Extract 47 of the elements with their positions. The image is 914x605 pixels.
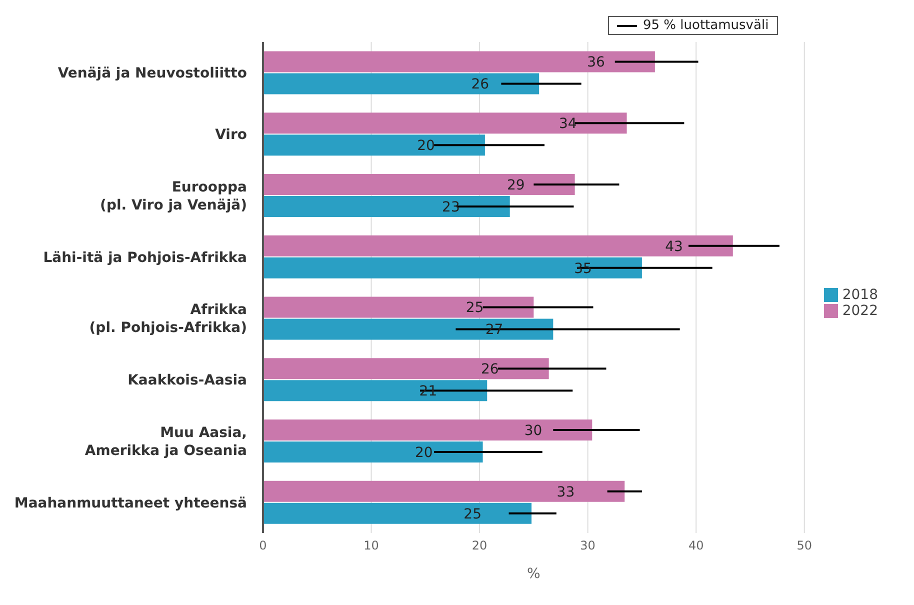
data-label: 30: [524, 422, 542, 439]
data-label: 33: [556, 484, 575, 500]
bar: [263, 134, 485, 156]
bar: [263, 358, 549, 380]
y-tick-label: Lähi-itä ja Pohjois-Afrikka: [43, 250, 247, 266]
bar: [263, 296, 534, 318]
data-label: 20: [414, 444, 433, 461]
bar: [263, 380, 488, 402]
y-tick-label: Viro: [215, 127, 248, 144]
x-tick-label: 40: [688, 538, 704, 553]
data-label: 34: [558, 116, 577, 132]
x-tick-label: 20: [472, 538, 488, 553]
y-tick-label: Venäjä ja Neuvostoliitto: [58, 66, 248, 82]
legend-label: 2018: [842, 287, 878, 303]
bar: [263, 196, 510, 217]
bar: [263, 112, 627, 134]
bar: [263, 51, 655, 72]
y-tick-label: Maahanmuuttaneet yhteensä: [14, 495, 247, 512]
data-label: 43: [665, 238, 683, 255]
data-label: 26: [471, 76, 490, 93]
bar: [263, 73, 540, 94]
x-tick-label: 10: [364, 538, 379, 553]
data-label: 25: [466, 300, 484, 316]
data-label: 20: [417, 138, 435, 154]
legend-label: 2022: [842, 303, 878, 319]
x-axis-title: %: [527, 566, 540, 582]
data-label: 36: [587, 54, 606, 71]
data-label: 26: [481, 362, 499, 378]
bar: [263, 257, 642, 278]
y-tick-label: Kaakkois-Aasia: [128, 372, 247, 389]
data-label: 25: [464, 506, 482, 522]
data-label: 29: [506, 177, 525, 194]
x-tick-label: 30: [580, 538, 596, 553]
data-label: 23: [442, 199, 460, 216]
legend-box: 95 % luottamusväli: [608, 16, 778, 35]
bar: [263, 235, 733, 256]
bar: [263, 502, 532, 524]
y-tick-label: Afrikka (pl. Pohjois-Afrikka): [89, 302, 247, 336]
bar: [263, 480, 625, 502]
bar: [263, 441, 483, 462]
bar: [263, 419, 592, 440]
y-tick-label: Muu Aasia, Amerikka ja Oseania: [84, 424, 247, 459]
y-tick-label: Eurooppa (pl. Viro ja Venäjä): [100, 179, 247, 214]
x-tick-label: 0: [259, 538, 267, 553]
x-tick-label: 50: [796, 538, 812, 553]
bar: [263, 318, 554, 340]
bar: [263, 174, 575, 195]
